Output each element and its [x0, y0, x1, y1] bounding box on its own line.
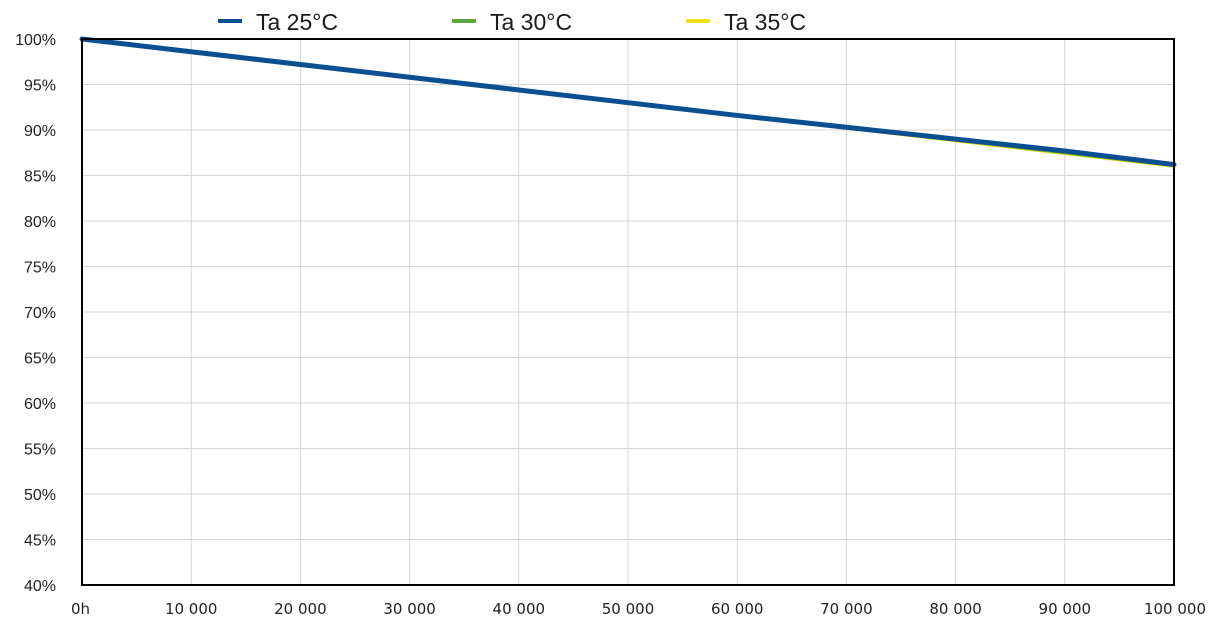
y-tick-label: 95%	[24, 78, 56, 95]
x-tick-label: 70 000	[820, 600, 873, 617]
legend-label-3: Ta 35°C	[724, 9, 806, 35]
legend-label-2: Ta 30°C	[490, 9, 572, 35]
y-tick-label: 65%	[24, 351, 56, 368]
y-tick-label: 100%	[15, 32, 56, 49]
x-tick-label: 40 000	[493, 600, 546, 617]
y-tick-label: 50%	[24, 487, 56, 504]
x-tick-label: 90 000	[1039, 600, 1092, 617]
series-line-1	[79, 36, 1177, 168]
x-tick-label: 60 000	[711, 600, 764, 617]
y-tick-label: 70%	[24, 305, 56, 322]
y-tick-label: 85%	[24, 169, 56, 186]
y-axis-ticks: 100% 95% 90% 85% 80% 75% 70% 65% 60% 55% 50% 45% 40%	[15, 32, 56, 595]
y-tick-label: 40%	[24, 578, 56, 595]
x-tick-label: 100 000	[1144, 600, 1206, 617]
legend-label-1: Ta 25°C	[256, 9, 338, 35]
x-tick-label: 20 000	[274, 600, 327, 617]
x-tick-label: 10 000	[165, 600, 218, 617]
x-tick-label: 0h	[71, 600, 90, 617]
x-tick-label: 80 000	[929, 600, 982, 617]
legend: Ta 25°C Ta 30°C Ta 35°C	[218, 9, 806, 35]
plot-frame	[81, 38, 1175, 586]
series-lines	[79, 36, 1177, 168]
x-tick-label: 50 000	[602, 600, 655, 617]
y-tick-label: 75%	[24, 260, 56, 277]
y-tick-label: 90%	[24, 123, 56, 140]
y-tick-label: 55%	[24, 442, 56, 459]
x-axis-ticks: 0h 10 000 20 000 30 000 40 000 50 000 60 000 70…	[71, 600, 1206, 617]
y-tick-label: 45%	[24, 533, 56, 550]
y-tick-label: 80%	[24, 214, 56, 231]
grid	[81, 38, 1175, 586]
y-tick-label: 60%	[24, 396, 56, 413]
x-tick-label: 30 000	[383, 600, 436, 617]
